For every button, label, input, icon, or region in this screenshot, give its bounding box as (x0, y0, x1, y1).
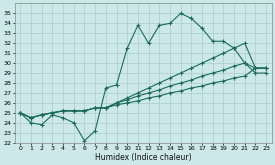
X-axis label: Humidex (Indice chaleur): Humidex (Indice chaleur) (95, 152, 192, 162)
